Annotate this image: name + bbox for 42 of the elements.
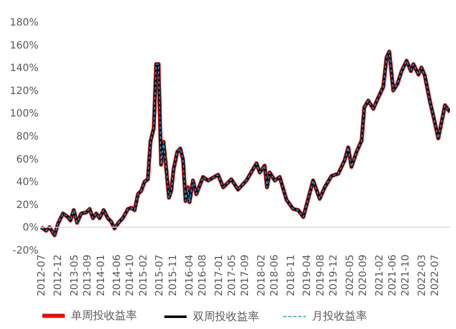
y-tick-label: 160% [10,40,38,52]
legend-label: 月投收益率 [312,310,367,322]
x-tick-label: 2012-07 [36,254,48,296]
x-tick-label: 2019-12 [328,254,340,296]
y-tick-label: 20% [16,200,38,211]
x-tick-label: 2018-02 [256,254,268,296]
x-tick-label: 2012-12 [53,254,64,296]
y-tick-label: 60% [16,154,38,166]
x-tick-label: 2021-10 [400,254,412,296]
x-tick-label: 2020-09 [358,254,370,296]
x-tick-label: 2014-10 [125,254,136,296]
x-tick-label: 2013-05 [69,254,80,296]
x-tick-label: 2017-05 [226,254,238,296]
y-tick-label: 140% [10,63,38,74]
x-tick-label: 2020-05 [344,254,356,296]
x-tick-label: 2021-06 [388,254,399,296]
legend-label: 双周投收益率 [193,310,259,323]
y-tick-label: 80% [16,132,38,142]
x-tick-label: 2018-11 [286,254,297,296]
x-tick-label: 2022-03 [416,254,428,296]
x-tick-label: 2015-07 [154,254,166,296]
y-tick-label: 100% [10,108,38,120]
x-tick-label: 2016-04 [184,254,196,296]
y-tick-label: 120% [10,86,38,97]
x-tick-label: 2017-01 [214,254,225,296]
x-tick-label: 2015-11 [168,254,179,296]
x-tick-label: 2022-07 [430,254,442,296]
x-tick-label: 2014-01 [96,254,107,296]
x-tick-label: 2019-04 [302,254,314,296]
x-tick-label: 2021-02 [374,254,386,296]
x-tick-label: 2015-02 [138,254,150,296]
x-tick-label: 2017-09 [240,254,252,296]
x-tick-label: 2016-08 [197,254,208,296]
y-tick-label: 0% [22,222,38,234]
x-tick-label: 2014-06 [112,254,124,296]
x-tick-label: 2013-09 [82,254,94,296]
y-tick-label: 40% [16,177,38,188]
y-tick-label: 180% [10,18,38,28]
x-tick-label: 2019-08 [315,254,326,296]
legend-label: 单周投收益率 [71,308,137,322]
x-tick-label: 2018-06 [269,254,280,296]
y-tick-label: -20% [12,246,38,256]
